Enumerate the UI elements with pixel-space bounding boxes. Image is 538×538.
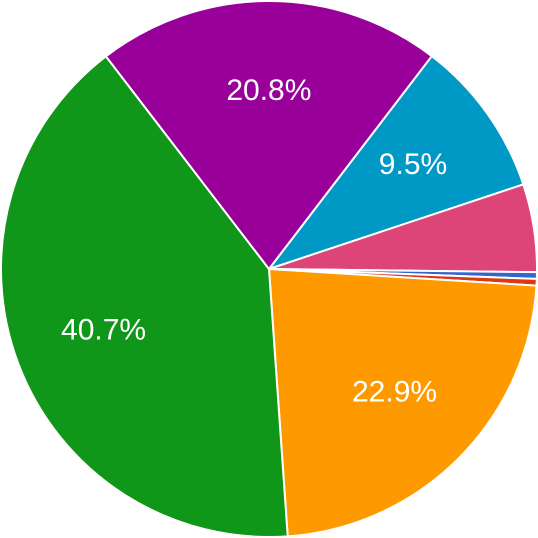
- pie-slice: [267, 267, 538, 538]
- data-label: 9.5%: [379, 148, 447, 181]
- data-label: 22.9%: [352, 376, 437, 409]
- pie-slice: [0, 54, 289, 538]
- pie-slice: [104, 0, 434, 271]
- data-label: 20.8%: [226, 74, 311, 107]
- pie-slice: [266, 54, 525, 271]
- data-label: 40.7%: [61, 314, 146, 347]
